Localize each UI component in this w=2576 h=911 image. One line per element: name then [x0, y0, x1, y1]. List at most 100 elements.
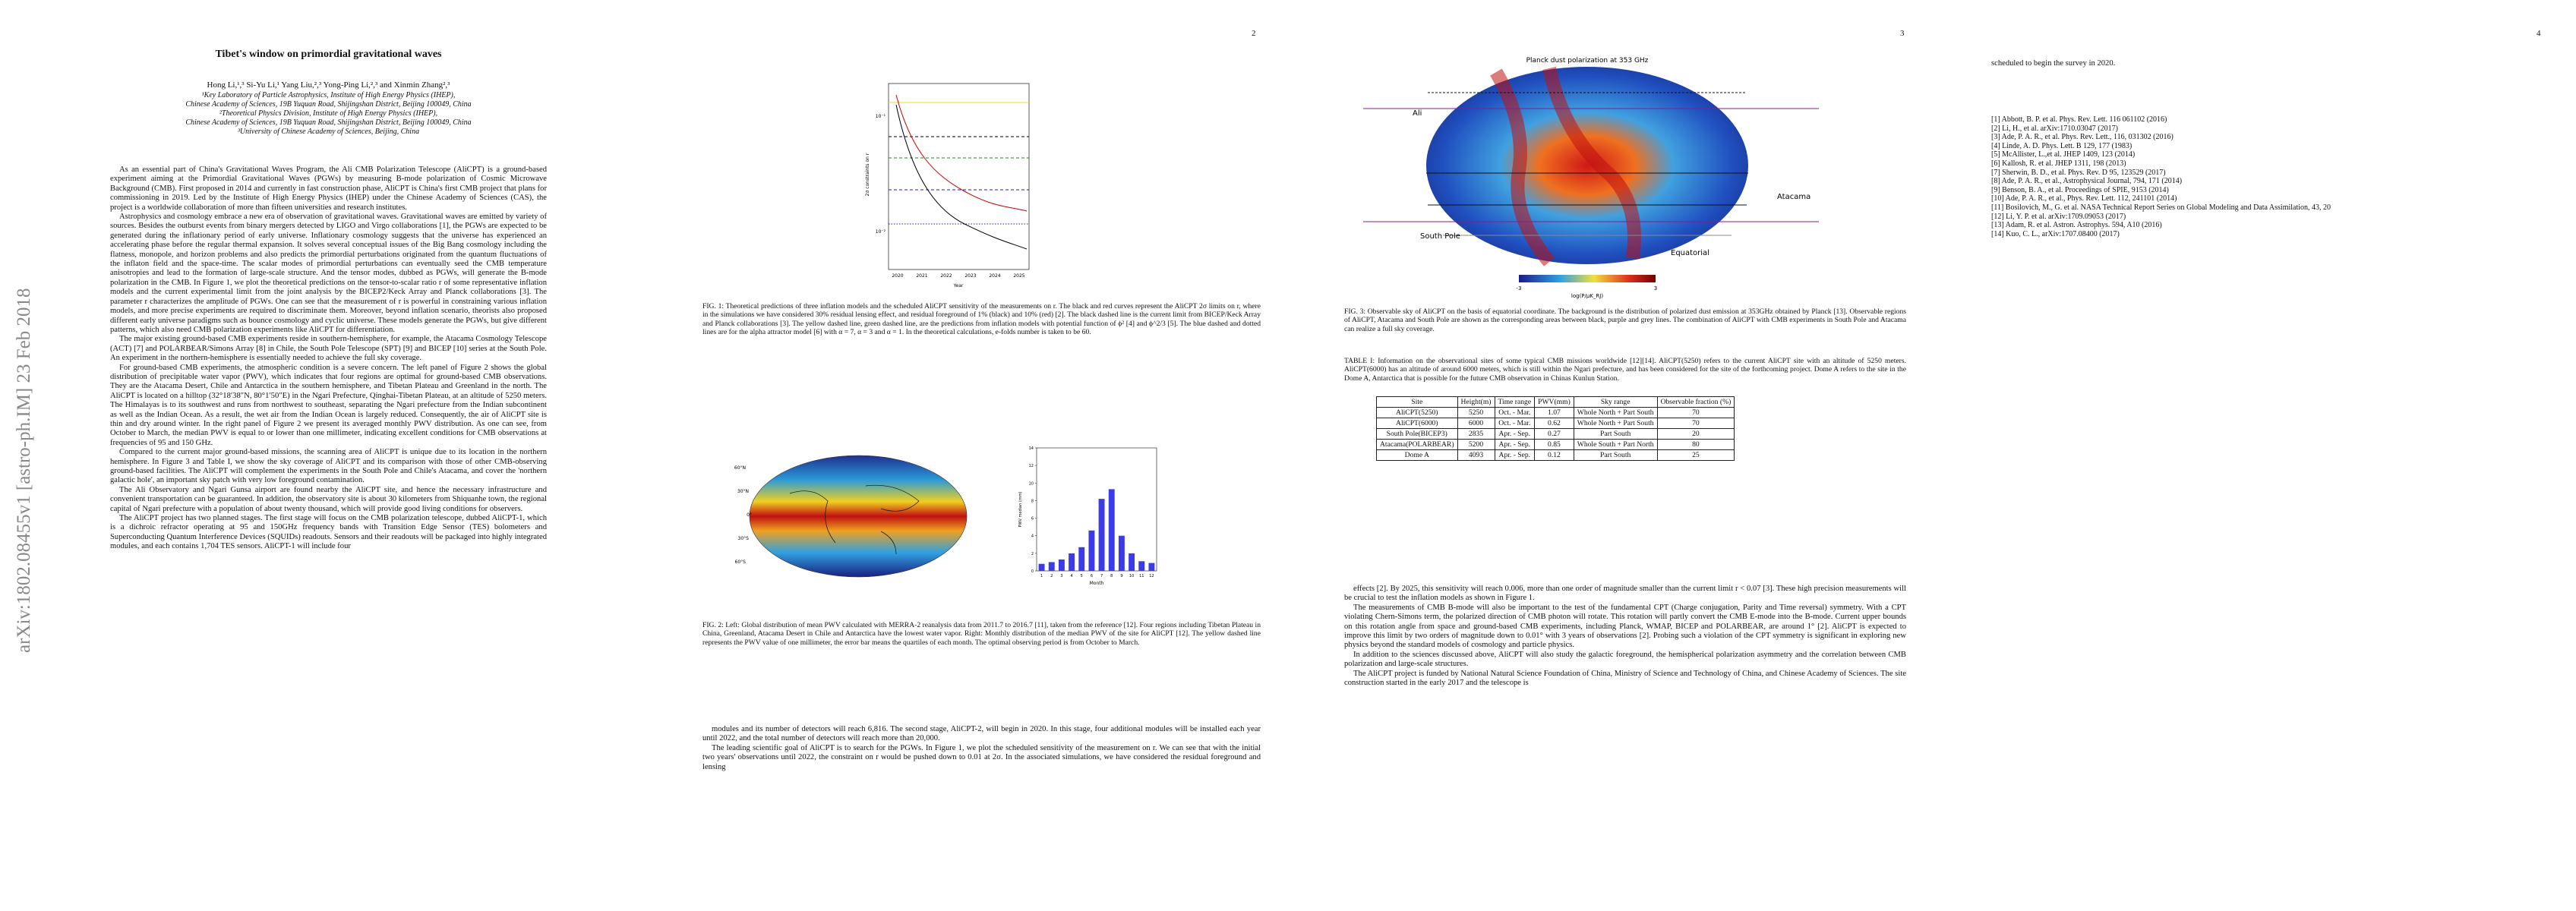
bar: [1088, 530, 1095, 571]
x-tick-label: 2: [1050, 574, 1053, 578]
table-cell: 5200: [1457, 439, 1495, 450]
paragraph: The AliCPT project is funded by National…: [1344, 669, 1906, 688]
header-cell: PWV(mm): [1534, 396, 1574, 408]
table-cell: 1.07: [1534, 407, 1574, 418]
map-title: Planck dust polarization at 353 GHz: [1526, 57, 1649, 65]
reference: [8] Ade, P. A. R., et al., Astrophysical…: [1991, 177, 2183, 186]
table-cell: Apr. - Sep.: [1494, 428, 1536, 440]
y-axis-label: PWV median (mm): [1018, 491, 1023, 527]
y-tick-label: 8: [1031, 499, 1034, 503]
x-tick-label: 1: [1040, 574, 1043, 578]
header-cell: Height(m): [1457, 396, 1495, 408]
page-number: 2: [1252, 29, 1256, 38]
table-row: South Pole(BICEP3) 2835 Apr. - Sep. 0.27 Par…: [1376, 428, 1735, 440]
map-label: Equatorial: [1671, 249, 1709, 257]
table-cell: Whole South + Part North: [1573, 439, 1658, 450]
table-cell: Whole North + Part South: [1573, 418, 1658, 429]
paragraph: In addition to the sciences discussed ab…: [1344, 650, 1906, 669]
table-cell: 0.12: [1534, 449, 1574, 461]
table-caption: TABLE I: Information on the observationa…: [1344, 357, 1906, 383]
plot-frame: [888, 83, 1030, 270]
map-ellipse: [749, 455, 968, 578]
figure-caption: FIG. 2: Left: Global distribution of mea…: [702, 621, 1261, 647]
table-cell: Oct. - Mar.: [1494, 418, 1536, 429]
bar: [1129, 553, 1135, 571]
x-tick-label: 2020: [892, 273, 903, 279]
affiliation: ²Theoretical Physics Division, Institute…: [219, 109, 438, 118]
figure-caption: FIG. 1: Theoretical predictions of three…: [702, 302, 1261, 337]
table-cell: 4093: [1457, 449, 1495, 461]
affiliation: Chinese Academy of Sciences, 19B Yuquan …: [185, 100, 472, 109]
table-cell: 5250: [1457, 407, 1495, 418]
table-cell: Apr. - Sep.: [1494, 439, 1536, 450]
y-tick-label: 6: [1031, 517, 1034, 522]
paragraph: The major existing ground-based CMB expe…: [110, 335, 547, 363]
x-tick-label: 4: [1070, 574, 1072, 578]
x-tick-label: 9: [1120, 574, 1122, 578]
table-cell: Oct. - Mar.: [1494, 407, 1536, 418]
page-number: 4: [2537, 29, 2541, 38]
bar: [1098, 499, 1105, 571]
figure-1: 10⁻¹ 10⁻² 2σ constraints on r 2020 2021 20…: [865, 83, 1030, 288]
reference: [10] Ade, P. A. R., et al., Phys. Rev. L…: [1991, 194, 2177, 203]
table-cell: Apr. - Sep.: [1494, 449, 1536, 461]
map-label: 30°S: [738, 536, 750, 541]
map-label: 30°N: [737, 489, 749, 494]
reference: [11] Bosilovich, M., G. et al. NASA Tech…: [1991, 203, 2331, 212]
reference: [3] Ade, P. A. R., et al. Phys. Rev. Let…: [1991, 133, 2174, 142]
table-header: Site Height(m) Time range PWV(mm) Sky range O…: [1376, 396, 1735, 408]
x-axis-label: Year: [953, 283, 964, 288]
paragraph: The leading scientific goal of AliCPT is…: [702, 743, 1261, 771]
table-row: Dome A 4093 Apr. - Sep. 0.12 Part South 25: [1376, 449, 1735, 461]
x-tick-label: 2023: [964, 273, 976, 279]
paragraph: Compared to the current major ground-bas…: [110, 448, 547, 485]
x-axis-label: Month: [1090, 581, 1104, 586]
table-row: AliCPT(6000) 6000 Oct. - Mar. 0.62 Whole Nor…: [1376, 418, 1735, 429]
reference: [7] Sherwin, B. D., et al. Phys. Rev. D …: [1991, 168, 2166, 177]
affiliation: ¹Key Laboratory of Particle Astrophysics…: [201, 91, 456, 99]
pwv-map: 60°N 30°N 0° 30°S 60°S: [734, 455, 968, 578]
paragraph: As an essential part of China's Gravitat…: [110, 165, 547, 212]
table-row: Atacama(POLARBEAR) 5200 Apr. - Sep. 0.85 Who…: [1376, 439, 1735, 450]
x-tick-label: 3: [1060, 574, 1062, 578]
bar: [1148, 563, 1155, 571]
map-label: Atacama: [1777, 193, 1810, 201]
plot-frame: [1036, 447, 1157, 572]
x-tick-label: 8: [1110, 574, 1113, 578]
page-number: 3: [1900, 29, 1905, 38]
sensitivity-curve: [895, 94, 1028, 212]
table-cell: 25: [1656, 449, 1735, 461]
authors: Hong Li,¹,³ Si-Yu Li,¹ Yang Liu,²,³ Yong…: [207, 80, 450, 90]
title: Tibet's window on primordial gravitation…: [215, 49, 442, 60]
table-cell: Part South: [1573, 449, 1658, 461]
x-tick-label: 11: [1139, 574, 1144, 578]
paragraph: For ground-based CMB experiments, the at…: [110, 363, 547, 447]
affiliations: ¹Key Laboratory of Particle Astrophysics…: [110, 91, 547, 137]
x-tick-label: 7: [1100, 574, 1103, 578]
bar: [1069, 553, 1075, 571]
table-cell: 20: [1656, 428, 1735, 440]
y-tick-label: 12: [1029, 464, 1034, 468]
colorbar-tick: 3: [1654, 285, 1657, 292]
x-tick-label: 2025: [1013, 273, 1024, 279]
header-cell: Observable fraction (%): [1656, 396, 1735, 408]
header-cell: Time range: [1494, 396, 1536, 408]
bar: [1108, 489, 1115, 571]
map-label: Ali: [1413, 109, 1422, 118]
table-cell: Part South: [1573, 428, 1658, 440]
y-tick-label: 14: [1029, 446, 1034, 451]
header-cell: Site: [1376, 396, 1458, 408]
paragraph: The Ali Observatory and Ngari Gunsa airp…: [110, 485, 547, 513]
y-tick-label: 10⁻¹: [876, 114, 886, 119]
bar: [1118, 535, 1125, 571]
x-tick-label: 2022: [940, 273, 952, 279]
table-cell: Atacama(POLARBEAR): [1376, 439, 1458, 450]
table-cell: 6000: [1457, 418, 1495, 429]
y-tick-label: 10: [1029, 481, 1034, 486]
bar: [1038, 563, 1045, 571]
reference: [4] Linde, A. D. Phys. Lett. B 129, 177 …: [1991, 141, 2132, 150]
affiliation: Chinese Academy of Sciences, 19B Yuquan …: [185, 118, 472, 127]
table-cell: Whole North + Part South: [1573, 407, 1658, 418]
table-cell: 0.62: [1534, 418, 1574, 429]
map-label: 0°: [747, 512, 752, 518]
